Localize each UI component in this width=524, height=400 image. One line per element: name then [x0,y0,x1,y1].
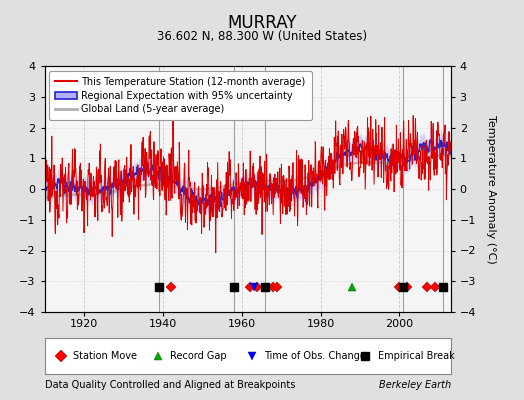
Legend: This Temperature Station (12-month average), Regional Expectation with 95% uncer: This Temperature Station (12-month avera… [49,71,312,120]
Text: Empirical Break: Empirical Break [377,351,454,361]
Text: Time of Obs. Change: Time of Obs. Change [264,351,366,361]
Text: Station Move: Station Move [73,351,137,361]
Text: Berkeley Earth: Berkeley Earth [378,380,451,390]
Text: Record Gap: Record Gap [170,351,227,361]
Y-axis label: Temperature Anomaly (°C): Temperature Anomaly (°C) [486,115,496,263]
Text: Data Quality Controlled and Aligned at Breakpoints: Data Quality Controlled and Aligned at B… [45,380,295,390]
Text: 36.602 N, 88.300 W (United States): 36.602 N, 88.300 W (United States) [157,30,367,43]
Text: MURRAY: MURRAY [227,14,297,32]
